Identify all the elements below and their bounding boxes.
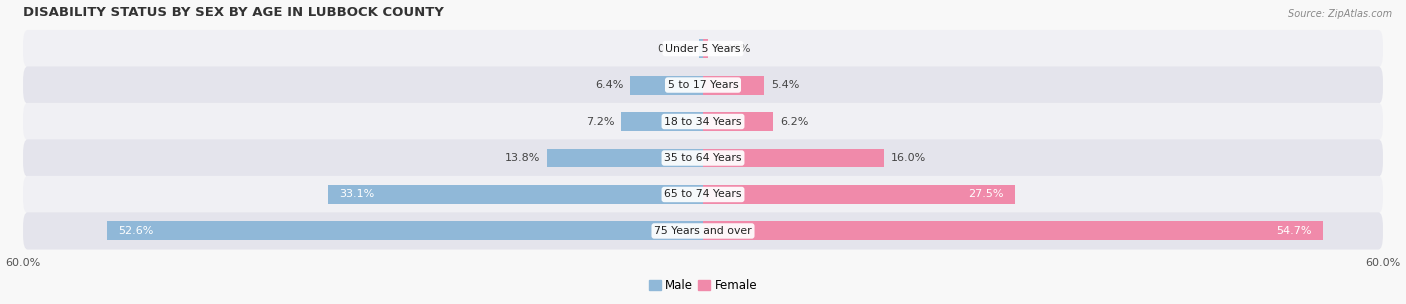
- Text: Under 5 Years: Under 5 Years: [665, 43, 741, 54]
- FancyBboxPatch shape: [22, 30, 1384, 67]
- Bar: [703, 149, 884, 168]
- Bar: [630, 76, 703, 95]
- Legend: Male, Female: Male, Female: [644, 274, 762, 297]
- Text: 5.4%: 5.4%: [770, 80, 800, 90]
- Text: 35 to 64 Years: 35 to 64 Years: [664, 153, 742, 163]
- Text: 16.0%: 16.0%: [891, 153, 927, 163]
- Text: 65 to 74 Years: 65 to 74 Years: [664, 189, 742, 199]
- Text: 0.33%: 0.33%: [657, 43, 693, 54]
- Text: 6.2%: 6.2%: [780, 116, 808, 126]
- Bar: [703, 185, 1015, 204]
- Text: 54.7%: 54.7%: [1275, 226, 1312, 236]
- Text: 33.1%: 33.1%: [339, 189, 374, 199]
- Bar: [621, 112, 703, 131]
- Bar: [699, 39, 703, 58]
- FancyBboxPatch shape: [22, 212, 1384, 250]
- FancyBboxPatch shape: [22, 67, 1384, 104]
- FancyBboxPatch shape: [22, 176, 1384, 213]
- Text: 5 to 17 Years: 5 to 17 Years: [668, 80, 738, 90]
- Bar: [703, 222, 1323, 240]
- Bar: [107, 222, 703, 240]
- Bar: [328, 185, 703, 204]
- Text: 27.5%: 27.5%: [967, 189, 1004, 199]
- Text: 7.2%: 7.2%: [586, 116, 614, 126]
- Text: 18 to 34 Years: 18 to 34 Years: [664, 116, 742, 126]
- Bar: [547, 149, 703, 168]
- Text: 13.8%: 13.8%: [505, 153, 540, 163]
- Text: 6.4%: 6.4%: [595, 80, 624, 90]
- FancyBboxPatch shape: [22, 140, 1384, 177]
- Bar: [703, 112, 773, 131]
- Text: 0.48%: 0.48%: [716, 43, 751, 54]
- Bar: [703, 76, 765, 95]
- Bar: [703, 39, 709, 58]
- Text: Source: ZipAtlas.com: Source: ZipAtlas.com: [1288, 9, 1392, 19]
- FancyBboxPatch shape: [22, 103, 1384, 140]
- Text: 52.6%: 52.6%: [118, 226, 153, 236]
- Text: DISABILITY STATUS BY SEX BY AGE IN LUBBOCK COUNTY: DISABILITY STATUS BY SEX BY AGE IN LUBBO…: [22, 5, 444, 19]
- Text: 75 Years and over: 75 Years and over: [654, 226, 752, 236]
